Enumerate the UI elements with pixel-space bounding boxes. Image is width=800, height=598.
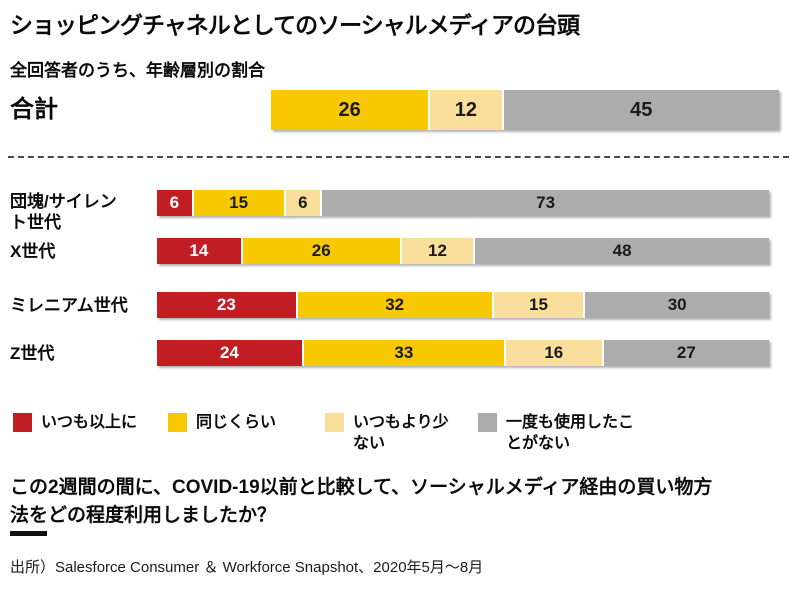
legend-label: いつもより少 ない — [353, 414, 449, 452]
bar-segment-value: 15 — [529, 295, 548, 314]
bar-segment-value: 6 — [298, 193, 308, 212]
bar-segment-value: 15 — [229, 193, 249, 212]
bar-segment: 27 — [603, 340, 769, 366]
bar-segment-value: 6 — [169, 193, 180, 212]
bar-track: 24 33 16 27 — [157, 340, 769, 366]
bar-segment: 26 — [271, 90, 431, 130]
bar-segment: 26 — [242, 238, 402, 264]
bar-track: 14 26 12 48 — [157, 238, 769, 264]
legend-label: 一度も使用したこ とがない — [506, 414, 635, 452]
bar-segment: 15 — [193, 190, 286, 216]
bar-segment: 6 — [157, 190, 194, 216]
row-label: 団塊/サイレン ト世代 — [10, 192, 117, 232]
row-label: ミレニアム世代 — [10, 295, 128, 315]
legend-label: いつも以上に — [41, 414, 138, 431]
bar-segment-value: 12 — [454, 98, 477, 121]
legend-item: 一度も使用したこ とがない — [478, 412, 634, 454]
row-label: Z世代 — [10, 343, 55, 363]
bar-segment: 73 — [322, 190, 769, 216]
bar-segment: 12 — [430, 90, 504, 130]
bar-segment-value: 33 — [394, 343, 414, 362]
bar-row: ミレニアム世代 23 32 15 30 — [0, 292, 800, 318]
bar-segment: 33 — [303, 340, 506, 366]
bar-segment-value: 73 — [536, 193, 556, 212]
row-label-total: 合計 — [10, 96, 58, 123]
bar-row: 団塊/サイレン ト世代 6 15 6 73 — [0, 190, 800, 232]
legend-item: いつも以上に — [13, 412, 137, 433]
row-label: X世代 — [10, 241, 56, 261]
legend-item: 同じくらい — [168, 412, 276, 433]
bar-segment: 24 — [157, 340, 304, 366]
question-text: この2週間の間に、COVID-19以前と比較して、ソーシャルメディア経由の買い物… — [10, 477, 713, 526]
chart-subtitle: 全回答者のうち、年齢層別の割合 — [10, 61, 265, 80]
legend-swatch — [168, 413, 187, 432]
bar-segment-value: 32 — [385, 295, 405, 314]
bar-row: X世代 14 26 12 48 — [0, 238, 800, 264]
dotted-divider — [8, 156, 789, 158]
bar-segment-value: 30 — [667, 295, 687, 314]
bar-segment-value: 26 — [338, 98, 361, 121]
bar-segment: 15 — [493, 292, 586, 318]
bar-segment-value: 16 — [544, 343, 564, 362]
bar-segment-value: 24 — [219, 343, 239, 362]
legend-item: いつもより少 ない — [325, 412, 449, 454]
bar-segment: 32 — [297, 292, 494, 318]
bar-segment-value: 27 — [676, 343, 696, 362]
legend-swatch — [478, 413, 497, 432]
total-bar-track: 26 12 45 — [167, 90, 779, 130]
bar-segment: 12 — [401, 238, 476, 264]
bar-segment: 30 — [585, 292, 769, 318]
bar-row: Z世代 24 33 16 27 — [0, 340, 800, 366]
bar-segment: 6 — [285, 190, 323, 216]
chart-title: ショッピングチャネルとしてのソーシャルメディアの台頭 — [10, 12, 580, 38]
bar-track: 6 15 6 73 — [157, 190, 769, 216]
source-text: 出所）Salesforce Consumer ＆ Workforce Snaps… — [10, 559, 484, 576]
legend-label: 同じくらい — [196, 414, 277, 431]
footer-rule — [10, 531, 47, 536]
bar-segment-value: 14 — [189, 241, 209, 260]
bar-segment-value: 48 — [612, 241, 632, 260]
bar-segment: 45 — [503, 90, 779, 130]
bar-segment: 48 — [475, 238, 769, 264]
bar-segment-value: 45 — [630, 98, 653, 121]
bar-segment-value: 26 — [311, 241, 331, 260]
bar-segment: 16 — [505, 340, 604, 366]
bar-segment: 14 — [157, 238, 243, 264]
legend-swatch — [13, 413, 32, 432]
bar-track: 23 32 15 30 — [157, 292, 769, 318]
total-gap-spacer — [167, 90, 271, 130]
bar-segment-value: 12 — [428, 241, 447, 260]
bar-segment: 23 — [157, 292, 298, 318]
bar-segment-value: 23 — [216, 295, 236, 314]
legend-swatch — [325, 413, 344, 432]
